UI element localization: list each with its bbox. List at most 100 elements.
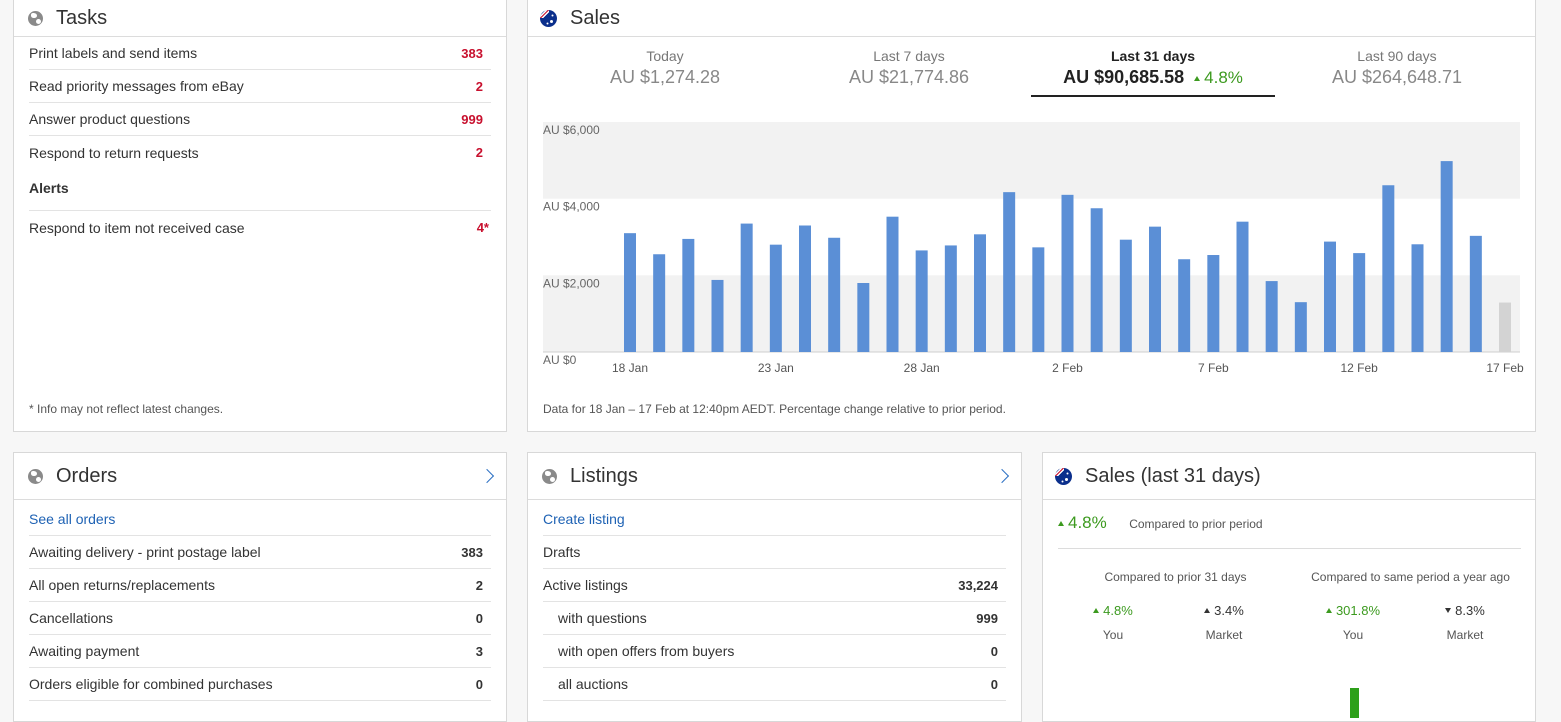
sales-bar[interactable] (1382, 185, 1395, 352)
sales-bar[interactable] (1149, 226, 1161, 352)
period-tab-last-90-days[interactable]: Last 90 days AU $264,648.71 (1331, 48, 1463, 87)
market-year: 8.3% Market (1445, 603, 1485, 642)
sales-bar[interactable] (1499, 302, 1511, 352)
x-tick-label: 23 Jan (758, 361, 794, 375)
sales-bar[interactable] (1236, 221, 1249, 352)
task-row[interactable]: Respond to return requests 2 (29, 144, 483, 161)
australia-flag-icon (540, 9, 557, 27)
chevron-right-icon[interactable] (994, 468, 1010, 484)
alert-count[interactable]: 4* (476, 220, 489, 235)
task-row[interactable]: Print labels and send items 383 (29, 37, 491, 70)
change-indicator: 4.8% (1194, 68, 1243, 87)
sales-bar[interactable] (915, 250, 928, 352)
sales-bar[interactable] (1090, 208, 1103, 352)
create-listing-link[interactable]: Create listing (543, 500, 1006, 536)
order-row[interactable]: Orders eligible for combined purchases 0 (29, 668, 491, 701)
listing-row[interactable]: Active listings 33,224 (543, 569, 1006, 602)
alerts-heading: Alerts (29, 169, 491, 211)
listing-row[interactable]: with open offers from buyers 0 (543, 635, 1006, 668)
task-row[interactable]: Answer product questions 999 (29, 103, 491, 136)
sales-bar[interactable] (1294, 302, 1307, 352)
sales-bar[interactable] (1324, 241, 1336, 352)
sales-bar[interactable] (1119, 239, 1132, 352)
sales-bar[interactable] (886, 216, 899, 352)
sales-bar[interactable] (944, 245, 957, 352)
globe-icon (28, 10, 43, 26)
sales-31-summary: 4.8% Compared to prior period (1058, 513, 1521, 549)
order-row[interactable]: All open returns/replacements 2 (29, 569, 491, 602)
tasks-title: Tasks (56, 6, 108, 29)
listings-panel: Listings Create listing Drafts Active li… (527, 452, 1022, 722)
sales-31-title: Sales (last 31 days) (1085, 464, 1261, 487)
sales-bar[interactable] (1061, 194, 1074, 352)
sales-bar[interactable] (1178, 259, 1191, 352)
sales-bar[interactable] (974, 234, 986, 352)
up-arrow-icon (1204, 608, 1211, 613)
globe-icon (28, 468, 43, 484)
tasks-header: Tasks (14, 0, 506, 37)
x-tick-label: 7 Feb (1198, 361, 1229, 375)
sales-bar[interactable] (740, 223, 753, 352)
see-all-orders-link[interactable]: See all orders (29, 500, 491, 536)
y-tick-label: AU $6,000 (543, 123, 600, 137)
sales-bar[interactable] (857, 283, 870, 352)
orders-panel: Orders See all orders Awaiting delivery … (13, 452, 507, 722)
sales-header: Sales (528, 0, 1535, 37)
sales-bar[interactable] (1353, 253, 1366, 352)
y-tick-label: AU $2,000 (543, 276, 600, 290)
comparison-heading-year: Compared to same period a year ago (1311, 570, 1510, 584)
x-tick-label: 12 Feb (1340, 361, 1378, 375)
listing-row[interactable]: all auctions 0 (543, 668, 1006, 701)
sales-bar[interactable] (711, 279, 724, 352)
y-tick-label: AU $0 (543, 353, 577, 367)
period-tab-last-31-days[interactable]: Last 31 days AU $90,685.58 4.8% (1031, 48, 1275, 97)
sales-bar[interactable] (1265, 281, 1278, 352)
sales-bar[interactable] (1032, 247, 1045, 352)
orders-header: Orders (14, 453, 506, 500)
order-row[interactable]: Awaiting delivery - print postage label 3… (29, 536, 491, 569)
period-tab-today[interactable]: Today AU $1,274.28 (609, 48, 721, 87)
tasks-panel: Tasks Print labels and send items 383 Rea… (13, 0, 507, 432)
sales-bar[interactable] (653, 254, 666, 352)
sales-bar[interactable] (769, 244, 782, 352)
chart-band (543, 122, 1520, 199)
x-tick-label: 18 Jan (612, 361, 648, 375)
sales-bar[interactable] (799, 225, 811, 353)
sales-bar[interactable] (1469, 235, 1482, 352)
up-arrow-icon (1325, 608, 1332, 613)
sales-bar-chart: AU $6,000 AU $4,000 AU $2,000 AU $0 18 Jan 23… (543, 122, 1524, 375)
task-row[interactable]: Read priority messages from eBay 2 (29, 70, 491, 103)
task-count[interactable]: 999 (461, 111, 483, 127)
y-tick-label: AU $4,000 (543, 200, 600, 214)
you-prior: 4.8% You (1073, 603, 1153, 642)
comparison-heading-prior: Compared to prior 31 days (1104, 570, 1247, 584)
sales-bar[interactable] (1207, 255, 1220, 352)
chevron-right-icon[interactable] (479, 468, 495, 484)
alert-row[interactable]: Respond to item not received case 4* (29, 219, 489, 236)
order-row[interactable]: Cancellations 0 (29, 602, 491, 635)
task-count[interactable]: 2 (475, 78, 483, 94)
comparison-bar (1350, 688, 1359, 718)
sales-bar[interactable] (624, 233, 636, 352)
sales-bar[interactable] (828, 237, 841, 352)
up-arrow-icon (1194, 76, 1201, 81)
tasks-footnote: * Info may not reflect latest changes. (29, 402, 224, 416)
sales-bar[interactable] (1003, 192, 1016, 352)
sales-title: Sales (570, 6, 621, 29)
x-tick-label: 28 Jan (904, 361, 940, 375)
globe-icon (542, 468, 557, 484)
order-row[interactable]: Awaiting payment 3 (29, 635, 491, 668)
x-tick-label: 17 Feb (1486, 361, 1524, 375)
sales-panel: Sales Today AU $1,274.28 Last 7 days AU … (527, 0, 1536, 432)
sales-bar[interactable] (682, 238, 695, 352)
period-tab-last-7-days[interactable]: Last 7 days AU $21,774.86 (848, 48, 970, 87)
orders-title: Orders (56, 464, 118, 487)
listing-row[interactable]: with questions 999 (543, 602, 1006, 635)
sales-bar[interactable] (1440, 161, 1453, 352)
task-count[interactable]: 383 (461, 45, 483, 61)
task-count[interactable]: 2 (475, 145, 483, 160)
sales-bar[interactable] (1411, 244, 1424, 352)
sales-31-header: Sales (last 31 days) (1043, 453, 1535, 500)
you-year: 301.8% You (1310, 603, 1396, 642)
listing-row[interactable]: Drafts (543, 536, 1006, 569)
